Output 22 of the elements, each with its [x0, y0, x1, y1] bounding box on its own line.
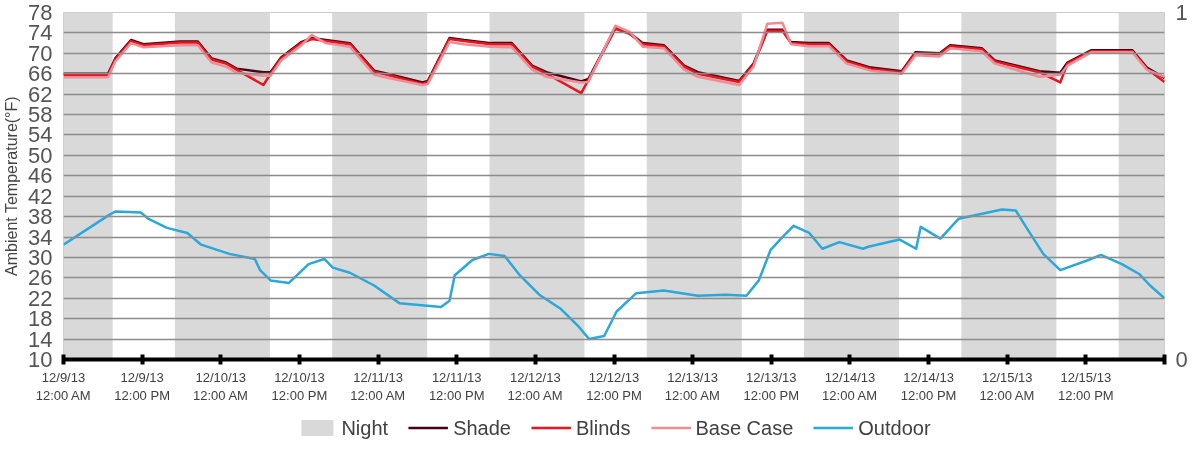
- y2-tick-label: 1: [1175, 0, 1188, 25]
- x-tick-label: 12/10/13 12:00 AM: [192, 369, 248, 403]
- x-tick-label: 12/9/13 12:00 AM: [35, 369, 91, 403]
- x-tick-label: 12/11/13 12:00 PM: [428, 369, 485, 403]
- y-axis-title: Ambient Temperature(°F): [3, 96, 21, 276]
- x-tick-label: 12/14/13 12:00 PM: [900, 369, 957, 403]
- x-tick-label: 12/15/13 12:00 AM: [979, 369, 1035, 403]
- x-tick-label: 12/10/13 12:00 PM: [271, 369, 328, 403]
- x-tick-label: 12/13/13 12:00 PM: [743, 369, 800, 403]
- y2-tick-label: 0: [1175, 347, 1188, 372]
- legend-label: Base Case: [695, 416, 794, 439]
- legend-label: Night: [341, 416, 389, 439]
- legend-label: Shade: [453, 416, 511, 439]
- x-tick-label: 12/9/13 12:00 PM: [114, 369, 170, 403]
- x-tick-label: 12/15/13 12:00 PM: [1058, 369, 1114, 403]
- x-tick-label: 12/13/13 12:00 AM: [664, 369, 720, 403]
- x-tick-label: 12/12/13 12:00 AM: [507, 369, 563, 403]
- x-tick-label: 12/11/13 12:00 AM: [350, 369, 406, 403]
- x-tick-label: 12/14/13 12:00 AM: [822, 369, 878, 403]
- legend-label: Outdoor: [858, 416, 931, 439]
- x-tick-label: 12/12/13 12:00 PM: [586, 369, 642, 403]
- legend-label: Blinds: [575, 416, 631, 439]
